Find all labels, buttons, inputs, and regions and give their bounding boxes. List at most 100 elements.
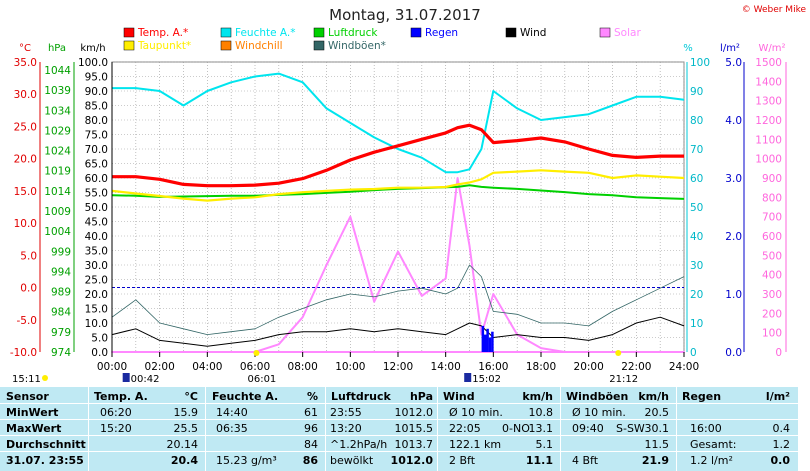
table-row-line [0, 403, 798, 404]
table-cell: Gesamt: [690, 438, 737, 451]
rain-bar [486, 328, 489, 352]
rain-bar [488, 337, 492, 352]
solar-line [111, 177, 685, 353]
legend-swatch [599, 27, 611, 38]
rain-bar [483, 334, 487, 352]
weather-chart: Montag, 31.07.2017 © Weber Mike Temp. A.… [0, 5, 810, 387]
table-cell: Ø 10 min. [572, 406, 626, 419]
tick-press: 1024 [44, 146, 71, 158]
tick-wind: 85.0 [85, 101, 108, 113]
tick-humid: 50 [690, 202, 703, 214]
tick-temp: -5.0 [17, 315, 38, 327]
table-cell: 25.5 [173, 422, 199, 435]
tick-wind: 45.0 [85, 217, 108, 229]
tick-press: 1034 [44, 105, 71, 117]
table-cell: Durchschnitt [6, 438, 86, 451]
tick-solar: 300 [762, 289, 782, 301]
tick-time: 00:00 [97, 361, 127, 373]
table-cell: % [306, 390, 318, 403]
legend-label: Windböen* [328, 40, 386, 52]
tick-time: 04:00 [192, 361, 222, 373]
legend-swatch [505, 27, 517, 38]
tick-press: 1039 [44, 85, 71, 97]
chart-axes: 35.0 30.0 25.0 20.0 15.0 10.0 5.0 0.0 -5.0 -10.0 1… [10, 57, 787, 373]
dewpoint-line [111, 169, 685, 202]
legend-label: Wind [520, 27, 546, 39]
table-cell: 09:40 [572, 422, 604, 435]
table-divider [205, 387, 206, 471]
tick-solar: 800 [762, 192, 782, 204]
unit-temp: °C [19, 43, 31, 54]
tick-time: 22:00 [621, 361, 651, 373]
legend-label: Feuchte A.* [235, 27, 296, 39]
table-cell: 1012.0 [394, 406, 434, 419]
tick-press: 999 [51, 246, 71, 258]
tick-press: 994 [51, 266, 71, 278]
tick-wind: 25.0 [85, 275, 108, 287]
tick-solar: 1300 [755, 96, 782, 108]
tick-press: 979 [51, 327, 71, 339]
temp-line [112, 123, 684, 188]
sun-icon [615, 350, 622, 356]
sun-icon [253, 350, 260, 356]
table-cell: 1.2 l/m² [690, 454, 733, 467]
tick-wind: 30.0 [85, 260, 108, 272]
table-cell: Windböen [566, 390, 629, 403]
table-cell: Feuchte A. [212, 390, 279, 403]
table-cell: 84 [304, 438, 318, 451]
tick-rain: 3.0 [725, 173, 742, 185]
legend-swatch [220, 40, 232, 51]
tick-rain: 4.0 [725, 115, 742, 127]
table-cell: 06:20 [100, 406, 132, 419]
rain-bar [491, 331, 494, 352]
table-cell: 13:20 [330, 422, 362, 435]
tick-wind: 95.0 [85, 72, 108, 84]
gust-line [111, 264, 685, 335]
tick-wind: 100.0 [78, 57, 108, 69]
event-strip [0, 373, 810, 387]
tick-humid: 70 [690, 144, 703, 156]
tick-temp: 35.0 [14, 57, 37, 69]
table-cell: 15.9 [173, 406, 199, 419]
chart-legend: Temp. A.* Feuchte A.* Luftdruck Regen Wind So… [123, 27, 641, 52]
tick-wind: 60.0 [85, 173, 108, 185]
tick-humid: 80 [690, 115, 703, 127]
table-cell: 10.8 [528, 406, 554, 419]
tick-press: 989 [51, 287, 71, 299]
tick-rain: 1.0 [725, 289, 742, 301]
legend-label: Taupunkt* [137, 40, 191, 52]
legend-swatch [410, 27, 422, 38]
legend-label: Luftdruck [328, 27, 378, 39]
tick-solar: 500 [762, 250, 782, 262]
tick-solar: 200 [762, 308, 782, 320]
table-cell: 4 Bft [572, 454, 599, 467]
table-row-line [0, 435, 798, 436]
tick-temp: 20.0 [14, 154, 37, 166]
tick-press: 984 [51, 307, 71, 319]
moon-icon [122, 373, 130, 382]
table-cell: km/h [522, 390, 553, 403]
tick-time: 12:00 [383, 361, 413, 373]
tick-temp: 0.0 [20, 283, 37, 295]
tick-press: 1014 [44, 186, 71, 198]
tick-time: 16:00 [478, 361, 508, 373]
table-cell: 23:55 [330, 406, 362, 419]
legend-label: Windchill [235, 40, 283, 52]
tick-wind: 65.0 [85, 159, 108, 171]
table-cell: l/m² [765, 390, 790, 403]
tick-wind: 35.0 [85, 246, 108, 258]
table-cell: 16:00 [690, 422, 722, 435]
legend-swatch [313, 40, 325, 51]
table-cell: 5.1 [535, 438, 554, 451]
tick-wind: 80.0 [85, 115, 108, 127]
tick-solar: 100 [762, 328, 782, 340]
tick-humid: 30 [690, 260, 703, 272]
table-cell: 2 Bft [449, 454, 476, 467]
unit-humid: % [683, 43, 693, 54]
table-divider [88, 387, 89, 471]
unit-rain: l/m² [720, 43, 740, 54]
tick-humid: 100 [690, 57, 710, 69]
tick-press: 1009 [44, 206, 71, 218]
table-cell: 86 [302, 454, 318, 467]
tick-temp: -10.0 [10, 347, 37, 359]
